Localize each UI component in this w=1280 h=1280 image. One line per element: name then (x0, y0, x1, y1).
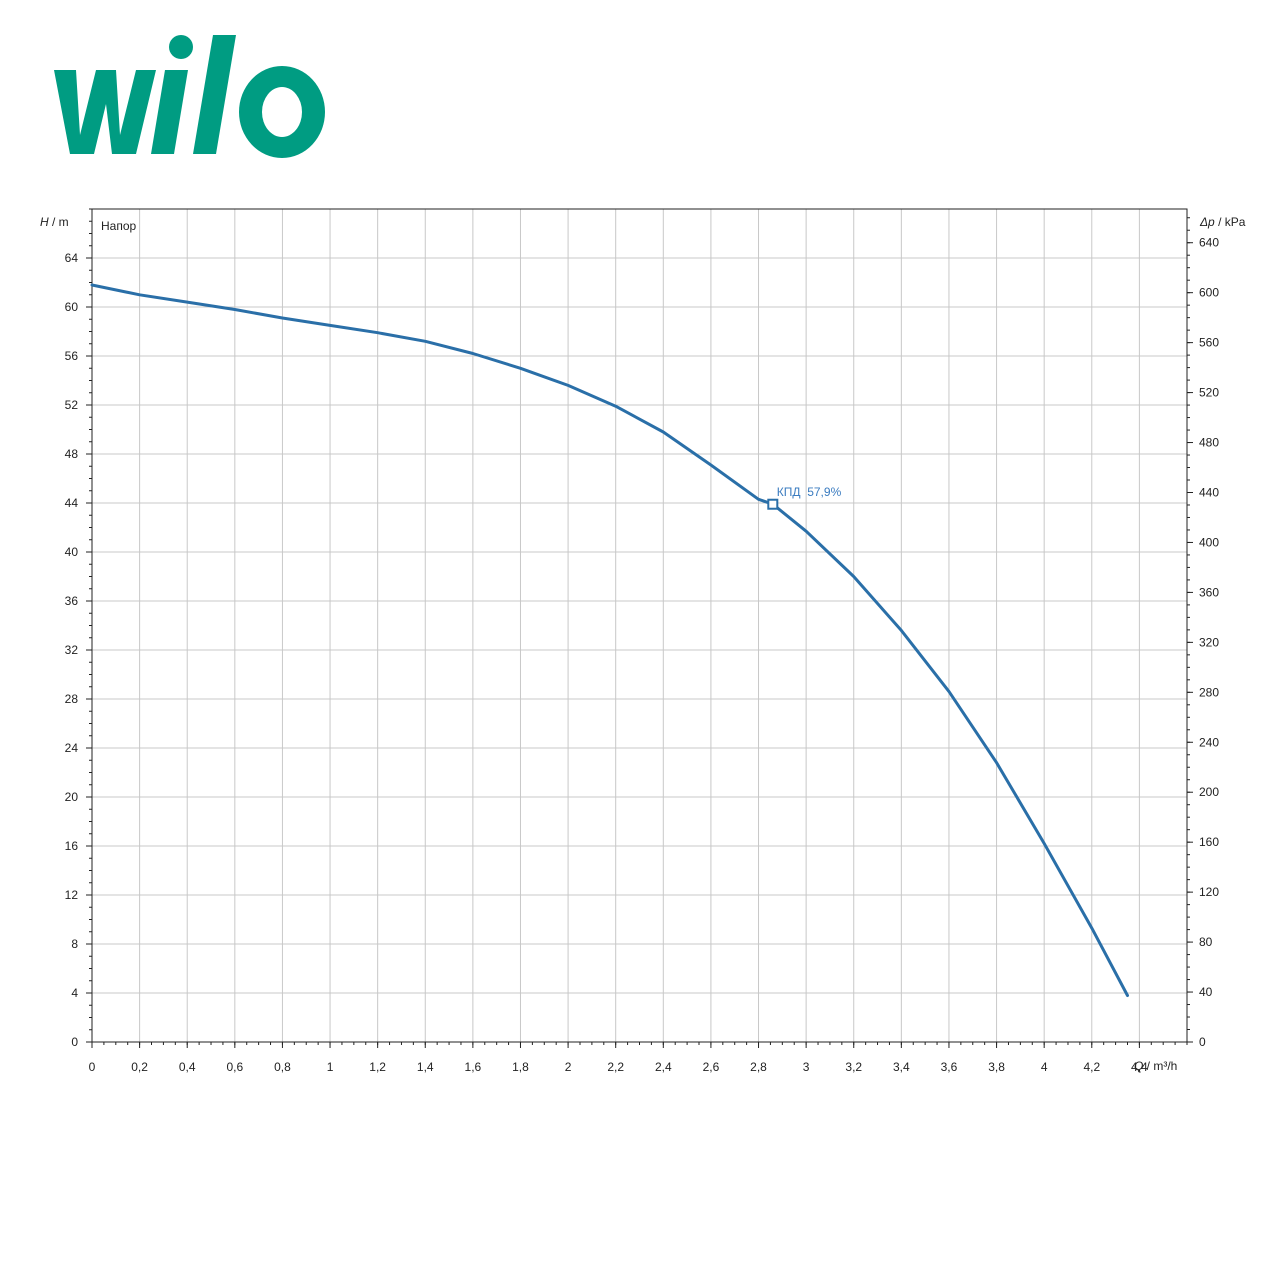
x-tick-label: 2,2 (607, 1060, 624, 1074)
y-left-tick-label: 44 (65, 496, 79, 510)
x-tick-label: 0,6 (226, 1060, 243, 1074)
y-right-tick-label: 280 (1199, 685, 1219, 699)
y-right-tick-label: 240 (1199, 735, 1219, 749)
y-left-tick-label: 32 (65, 643, 79, 657)
x-axis-tick-labels: 0 0,2 0,4 0,6 0,8 1 1,2 1,4 1,6 1,8 2 2,2 2,4 2,6 2,8 3… (89, 1060, 1148, 1074)
series-layer (90, 283, 1129, 997)
y-right-tick-label: 600 (1199, 286, 1219, 300)
x-tick-label: 1,6 (465, 1060, 482, 1074)
y-left-tick-label: 60 (65, 300, 79, 314)
y-right-tick-label: 120 (1199, 885, 1219, 899)
y-left-tick-label: 8 (71, 937, 78, 951)
minor-ticks (86, 208, 1193, 1048)
wilo-logo (54, 35, 325, 158)
x-tick-label: 2,6 (703, 1060, 720, 1074)
x-tick-label: 2,8 (750, 1060, 767, 1074)
y-right-tick-label: 80 (1199, 935, 1213, 949)
y-left-tick-label: 12 (65, 888, 79, 902)
x-tick-label: 1 (327, 1060, 334, 1074)
x-tick-label: 0,2 (131, 1060, 148, 1074)
efficiency-point-label: КПД 57,9% (777, 485, 842, 499)
x-tick-label: 1,8 (512, 1060, 529, 1074)
plot-label: Напор (101, 219, 137, 233)
y-right-tick-label: 400 (1199, 535, 1219, 549)
y-left-tick-label: 40 (65, 545, 79, 559)
y-left-tick-label: 64 (65, 251, 79, 265)
y-axis-left-title: H / m (40, 215, 69, 229)
y-right-tick-label: 320 (1199, 635, 1219, 649)
y-right-tick-label: 520 (1199, 386, 1219, 400)
x-tick-label: 3,6 (941, 1060, 958, 1074)
y-left-tick-label: 56 (65, 349, 79, 363)
x-tick-label: 3,2 (845, 1060, 862, 1074)
efficiency-point-marker (767, 498, 779, 510)
y-right-tick-label: 0 (1199, 1035, 1206, 1049)
y-axis-right-title: Δp / kPa (1199, 215, 1246, 229)
y-left-tick-label: 16 (65, 839, 79, 853)
plot-frame (91, 208, 1188, 1043)
y-right-tick-label: 560 (1199, 336, 1219, 350)
y-left-tick-label: 24 (65, 741, 79, 755)
x-tick-label: 1,4 (417, 1060, 434, 1074)
x-tick-label: 4,2 (1083, 1060, 1100, 1074)
y-right-tick-label: 640 (1199, 236, 1219, 250)
x-tick-label: 3,8 (988, 1060, 1005, 1074)
x-tick-label: 4,4 (1131, 1060, 1148, 1074)
x-tick-label: 2 (565, 1060, 572, 1074)
y-left-tick-label: 4 (71, 986, 78, 1000)
y-left-tick-label: 52 (65, 398, 79, 412)
y-left-tick-label: 28 (65, 692, 79, 706)
y-right-tick-label: 440 (1199, 485, 1219, 499)
y-right-tick-label: 160 (1199, 835, 1219, 849)
y-right-tick-label: 40 (1199, 985, 1213, 999)
grid (92, 209, 1187, 1042)
x-tick-label: 2,4 (655, 1060, 672, 1074)
y-right-tick-label: 480 (1199, 436, 1219, 450)
x-axis-title: Q / m³/h (1134, 1059, 1177, 1073)
y-left-tick-label: 48 (65, 447, 79, 461)
x-tick-label: 1,2 (369, 1060, 386, 1074)
x-tick-label: 0,4 (179, 1060, 196, 1074)
y-left-tick-label: 36 (65, 594, 79, 608)
x-tick-label: 0,8 (274, 1060, 291, 1074)
x-tick-label: 4 (1041, 1060, 1048, 1074)
y-left-tick-label: 0 (71, 1035, 78, 1049)
y-axis-right-tick-labels: 0 40 80 120 160 200 240 280 320 360 400 440 480 520 56… (1199, 236, 1219, 1049)
head-curve-line (90, 283, 1129, 997)
y-left-tick-label: 20 (65, 790, 79, 804)
x-tick-label: 3 (803, 1060, 810, 1074)
x-tick-label: 3,4 (893, 1060, 910, 1074)
y-right-tick-label: 200 (1199, 785, 1219, 799)
x-tick-label: 0 (89, 1060, 96, 1074)
y-right-tick-label: 360 (1199, 585, 1219, 599)
